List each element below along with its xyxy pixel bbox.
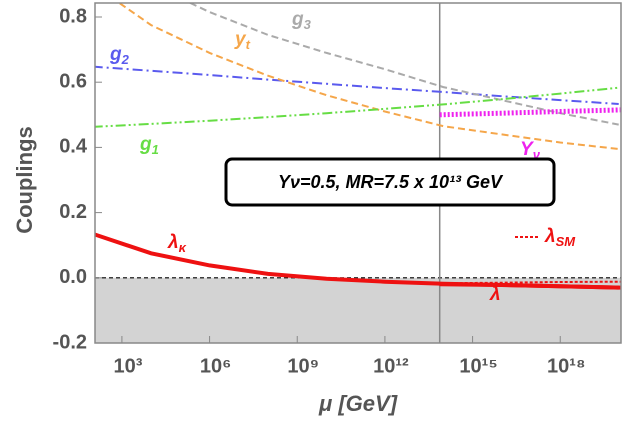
series-line: [95, 65, 619, 105]
y-tick-label: 0.0: [59, 266, 87, 288]
plot-lines: [95, 3, 621, 290]
y-tick-label: 0.2: [59, 201, 87, 223]
series-line: [95, 86, 619, 128]
series-label: g1: [139, 134, 159, 157]
series-label: g3: [291, 9, 312, 32]
x-tick-label: 10⁹: [287, 355, 319, 377]
series-line: [117, 3, 619, 150]
series-label: λ: [489, 284, 501, 305]
y-tick-label: -0.2: [53, 331, 87, 353]
series-label: λSM: [544, 226, 576, 249]
y-tick-label: 0.6: [59, 70, 87, 92]
x-tick-label: 10³: [113, 355, 142, 377]
plot-frame: [94, 2, 622, 344]
x-tick-label: 10⁶: [200, 355, 231, 377]
series-label: yt: [234, 29, 251, 52]
x-tick-label: 10¹²: [373, 355, 409, 377]
y-axis-label: Couplings: [12, 126, 37, 234]
y-tick-label: 0.8: [59, 5, 87, 27]
series-line: [188, 3, 619, 126]
x-tick-label: 10¹⁸: [547, 355, 585, 377]
series-line: [439, 280, 621, 285]
x-axis-label: μ [GeV]: [318, 391, 398, 416]
annotation-box: [224, 157, 556, 207]
series-line: [439, 282, 621, 290]
x-tick-label: 10¹⁵: [459, 355, 497, 377]
negative-region: [95, 277, 621, 343]
series-label: g2: [109, 44, 130, 67]
series-line: [439, 107, 621, 118]
series-label: Yν: [520, 139, 541, 162]
y-tick-label: 0.4: [59, 136, 88, 158]
annotation: Yν=0.5, MR=7.5 x 10¹³ GeV: [278, 172, 504, 192]
series-label: λκ: [167, 232, 187, 255]
